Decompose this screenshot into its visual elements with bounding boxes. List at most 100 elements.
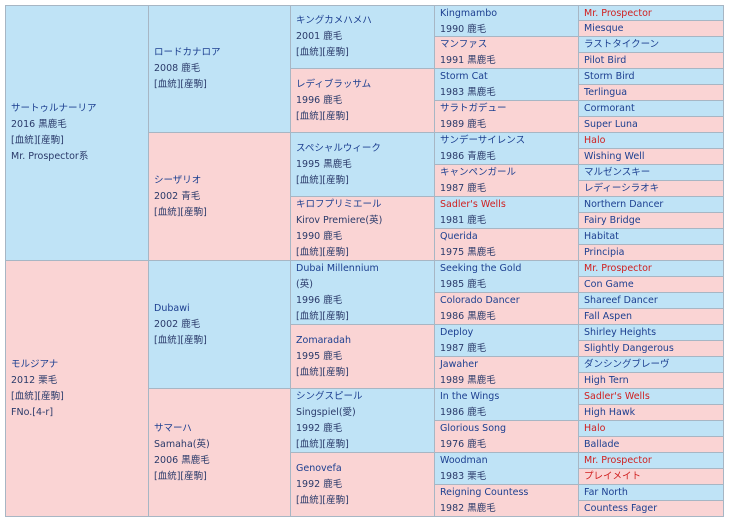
horse-name-link[interactable]: ダンシングブレーヴ <box>584 359 670 370</box>
horse-detail: (英) <box>296 278 313 290</box>
horse-detail: 1989 黒鹿毛 <box>440 375 496 386</box>
horse-name-link[interactable]: レディーシラオキ <box>584 183 660 194</box>
g5-horse-30: Far North <box>579 485 724 501</box>
horse-name-link[interactable]: Mr. Prospector <box>584 455 652 466</box>
horse-name-link[interactable]: プレイメイト <box>584 471 642 482</box>
g2-horse-2: Dubawi 2002 鹿毛 [血統][産駒] <box>149 261 291 389</box>
horse-name-link[interactable]: Woodman <box>440 455 488 466</box>
g5-horse-6: Cormorant <box>579 101 724 117</box>
horse-name-link[interactable]: Countess Fager <box>584 503 658 514</box>
pedigree-progeny-links[interactable]: [血統][産駒] <box>296 110 349 122</box>
horse-name-link[interactable]: サマーハ <box>154 422 192 434</box>
horse-detail: 1990 鹿毛 <box>440 24 487 35</box>
horse-name-link[interactable]: Ballade <box>584 439 620 450</box>
horse-detail: 1996 鹿毛 <box>296 94 343 106</box>
horse-name-link[interactable]: サラトガデュー <box>440 103 507 114</box>
horse-name-link[interactable]: Shirley Heights <box>584 327 657 338</box>
horse-name-link[interactable]: Terlingua <box>584 87 628 98</box>
horse-name-link[interactable]: Con Game <box>584 279 634 290</box>
horse-detail: 1975 黒鹿毛 <box>440 247 496 258</box>
horse-name-link[interactable]: Slightly Dangerous <box>584 343 674 354</box>
horse-name-link[interactable]: Principia <box>584 247 625 258</box>
horse-name-link[interactable]: Dubawi <box>154 302 190 314</box>
pedigree-progeny-links[interactable]: [血統][産駒] <box>296 366 349 378</box>
g5-horse-19: Fall Aspen <box>579 309 724 325</box>
horse-name-link[interactable]: Super Luna <box>584 119 638 130</box>
horse-name-link[interactable]: Wishing Well <box>584 151 645 162</box>
g4-horse-12: In the Wings 1986 鹿毛 <box>435 389 579 421</box>
horse-name-link[interactable]: Far North <box>584 487 628 498</box>
horse-name-link[interactable]: ロードカナロア <box>154 47 221 58</box>
horse-name-link[interactable]: キャンペンガール <box>440 167 517 178</box>
horse-name-link[interactable]: Seeking the Gold <box>440 263 522 274</box>
pedigree-progeny-links[interactable]: [血統][産駒] <box>296 174 349 186</box>
horse-detail: 2001 鹿毛 <box>296 31 343 42</box>
horse-name-link[interactable]: Colorado Dancer <box>440 295 520 306</box>
pedigree-progeny-links[interactable]: [血統][産駒] <box>154 470 207 482</box>
horse-name-link[interactable]: In the Wings <box>440 391 500 402</box>
horse-name-link[interactable]: Sadler's Wells <box>440 199 506 210</box>
horse-name-link[interactable]: Northern Dancer <box>584 199 664 210</box>
pedigree-progeny-links[interactable]: [血統][産駒] <box>296 310 349 322</box>
horse-detail: 1982 黒鹿毛 <box>440 503 496 514</box>
horse-name-link[interactable]: Deploy <box>440 327 474 338</box>
g5-horse-22: ダンシングブレーヴ <box>579 357 724 373</box>
horse-name-link[interactable]: サートゥルナーリア <box>11 103 97 114</box>
horse-name-link[interactable]: Sadler's Wells <box>584 391 650 402</box>
g4-horse-6: Sadler's Wells 1981 鹿毛 <box>435 197 579 229</box>
horse-detail: FNo.[4-r] <box>11 406 54 418</box>
horse-name-link[interactable]: High Hawk <box>584 407 636 418</box>
horse-name-link[interactable]: High Tern <box>584 375 629 386</box>
horse-name-link[interactable]: Genovefa <box>296 462 342 474</box>
horse-name-link[interactable]: Pilot Bird <box>584 55 627 66</box>
horse-name-link[interactable]: Halo <box>584 423 606 434</box>
horse-name-link[interactable]: Mr. Prospector <box>584 263 652 274</box>
horse-name-link[interactable]: マルゼンスキー <box>584 167 651 178</box>
horse-name-link[interactable]: Glorious Song <box>440 423 507 434</box>
horse-name-link[interactable]: Jawaher <box>440 359 478 370</box>
g5-horse-26: Halo <box>579 421 724 437</box>
horse-name-link[interactable]: シーザリオ <box>154 174 202 186</box>
g3-horse-4: Dubai Millennium (英) 1996 鹿毛 [血統][産駒] <box>291 261 435 325</box>
horse-name-link[interactable]: シングスピール <box>296 390 363 402</box>
horse-name-link[interactable]: Fairy Bridge <box>584 215 641 226</box>
horse-name-link[interactable]: サンデーサイレンス <box>440 135 526 146</box>
horse-name-link[interactable]: レディブラッサム <box>296 78 372 90</box>
horse-name-link[interactable]: Reigning Countess <box>440 487 529 498</box>
g3-horse-2: スペシャルウィーク 1995 黒鹿毛 [血統][産駒] <box>291 133 435 197</box>
horse-name-link[interactable]: Storm Cat <box>440 71 488 82</box>
horse-name-link[interactable]: Mr. Prospector <box>584 8 652 19</box>
g3-horse-3: キロフプリミエール Kirov Premiere(英) 1990 鹿毛 [血統][産駒… <box>291 197 435 261</box>
pedigree-progeny-links[interactable]: [血統][産駒] <box>296 494 349 506</box>
horse-name-link[interactable]: Shareef Dancer <box>584 295 658 306</box>
pedigree-progeny-links[interactable]: [血統][産駒] <box>154 334 207 346</box>
g5-horse-11: レディーシラオキ <box>579 181 724 197</box>
horse-name-link[interactable]: Zomaradah <box>296 334 351 346</box>
pedigree-progeny-links[interactable]: [血統][産駒] <box>296 47 349 58</box>
horse-name-link[interactable]: Fall Aspen <box>584 311 633 322</box>
horse-name-link[interactable]: Cormorant <box>584 103 635 114</box>
horse-name-link[interactable]: Kingmambo <box>440 8 498 19</box>
horse-name-link[interactable]: マンファス <box>440 39 488 50</box>
g5-horse-14: Habitat <box>579 229 724 245</box>
horse-name-link[interactable]: キングカメハメハ <box>296 15 372 26</box>
horse-name-link[interactable]: スペシャルウィーク <box>296 142 381 154</box>
horse-name-link[interactable]: Storm Bird <box>584 71 635 82</box>
horse-name-link[interactable]: ラストタイクーン <box>584 39 660 50</box>
horse-name-link[interactable]: Dubai Millennium <box>296 262 379 274</box>
horse-name-link[interactable]: Querida <box>440 231 478 242</box>
horse-name-link[interactable]: Habitat <box>584 231 619 242</box>
pedigree-progeny-links[interactable]: [血統][産駒] <box>11 390 64 402</box>
g4-horse-0: Kingmambo 1990 鹿毛 <box>435 5 579 37</box>
pedigree-progeny-links[interactable]: [血統][産駒] <box>154 206 207 218</box>
pedigree-progeny-links[interactable]: [血統][産駒] <box>296 246 349 258</box>
horse-name-link[interactable]: モルジアナ <box>11 358 59 370</box>
pedigree-progeny-links[interactable]: [血統][産駒] <box>11 135 64 146</box>
horse-name-link[interactable]: Miesque <box>584 23 624 34</box>
horse-detail: 1976 鹿毛 <box>440 439 487 450</box>
horse-name-link[interactable]: Halo <box>584 135 606 146</box>
horse-name-link[interactable]: キロフプリミエール <box>296 198 382 210</box>
pedigree-progeny-links[interactable]: [血統][産駒] <box>154 79 207 90</box>
pedigree-progeny-links[interactable]: [血統][産駒] <box>296 438 349 450</box>
